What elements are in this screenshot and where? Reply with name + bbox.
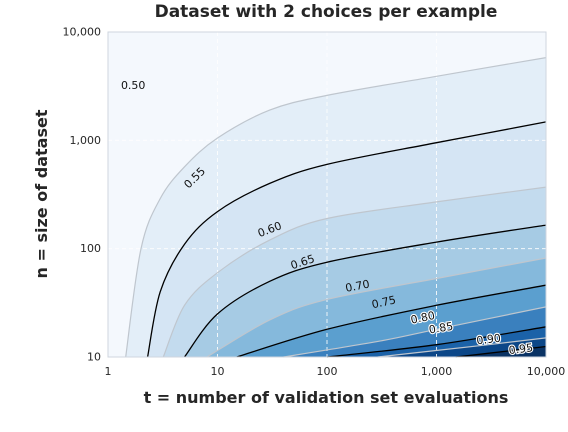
x-axis-label: t = number of validation set evaluations bbox=[144, 388, 509, 407]
y-tick-label: 10,000 bbox=[63, 26, 102, 39]
contour-label-0.70: 0.70 bbox=[344, 278, 371, 295]
x-tick-label: 100 bbox=[317, 365, 338, 378]
contour-label-0.95: 0.95 bbox=[508, 341, 534, 357]
contour-label-0.80: 0.80 bbox=[409, 309, 436, 327]
contour-label-0.50: 0.50 bbox=[121, 79, 146, 92]
contour-line-0.65 bbox=[183, 224, 547, 358]
contour-fill-0.95 bbox=[455, 346, 546, 357]
plot-frame bbox=[107, 31, 547, 358]
x-tick-label: 10 bbox=[211, 365, 225, 378]
y-axis-label: n = size of dataset bbox=[32, 109, 51, 278]
contour-label-0.85: 0.85 bbox=[428, 320, 454, 337]
x-axis-ticks: 1 10 100 1,000 10,000 bbox=[105, 365, 566, 378]
contour-line-0.85 bbox=[326, 326, 547, 358]
x-tick-label: 1 bbox=[105, 365, 112, 378]
y-tick-label: 10 bbox=[87, 351, 101, 364]
contour-line-0.70 bbox=[206, 257, 547, 358]
contour-label-0.90: 0.90 bbox=[476, 332, 502, 348]
contour-label-0.75: 0.75 bbox=[370, 293, 397, 311]
contour-line-0.60 bbox=[162, 186, 547, 358]
contour-line-0.50 bbox=[125, 57, 547, 358]
y-axis-ticks: 10 100 1,000 10,000 bbox=[63, 26, 102, 364]
y-tick-label: 100 bbox=[80, 242, 101, 255]
contour-line-0.90 bbox=[377, 337, 547, 358]
contour-line-0.80 bbox=[283, 306, 547, 358]
y-tick-label: 1,000 bbox=[70, 134, 102, 147]
contour-line-0.95 bbox=[455, 345, 547, 358]
contour-line-0.75 bbox=[236, 284, 547, 358]
x-tick-label: 10,000 bbox=[527, 365, 566, 378]
contour-line-0.55 bbox=[146, 121, 547, 358]
plot-area: 0.500.550.600.650.700.750.800.850.900.95 bbox=[107, 31, 547, 358]
x-tick-label: 1,000 bbox=[421, 365, 453, 378]
contour-lines bbox=[125, 57, 547, 358]
contour-fills bbox=[125, 57, 547, 358]
chart-title: Dataset with 2 choices per example bbox=[155, 2, 498, 22]
